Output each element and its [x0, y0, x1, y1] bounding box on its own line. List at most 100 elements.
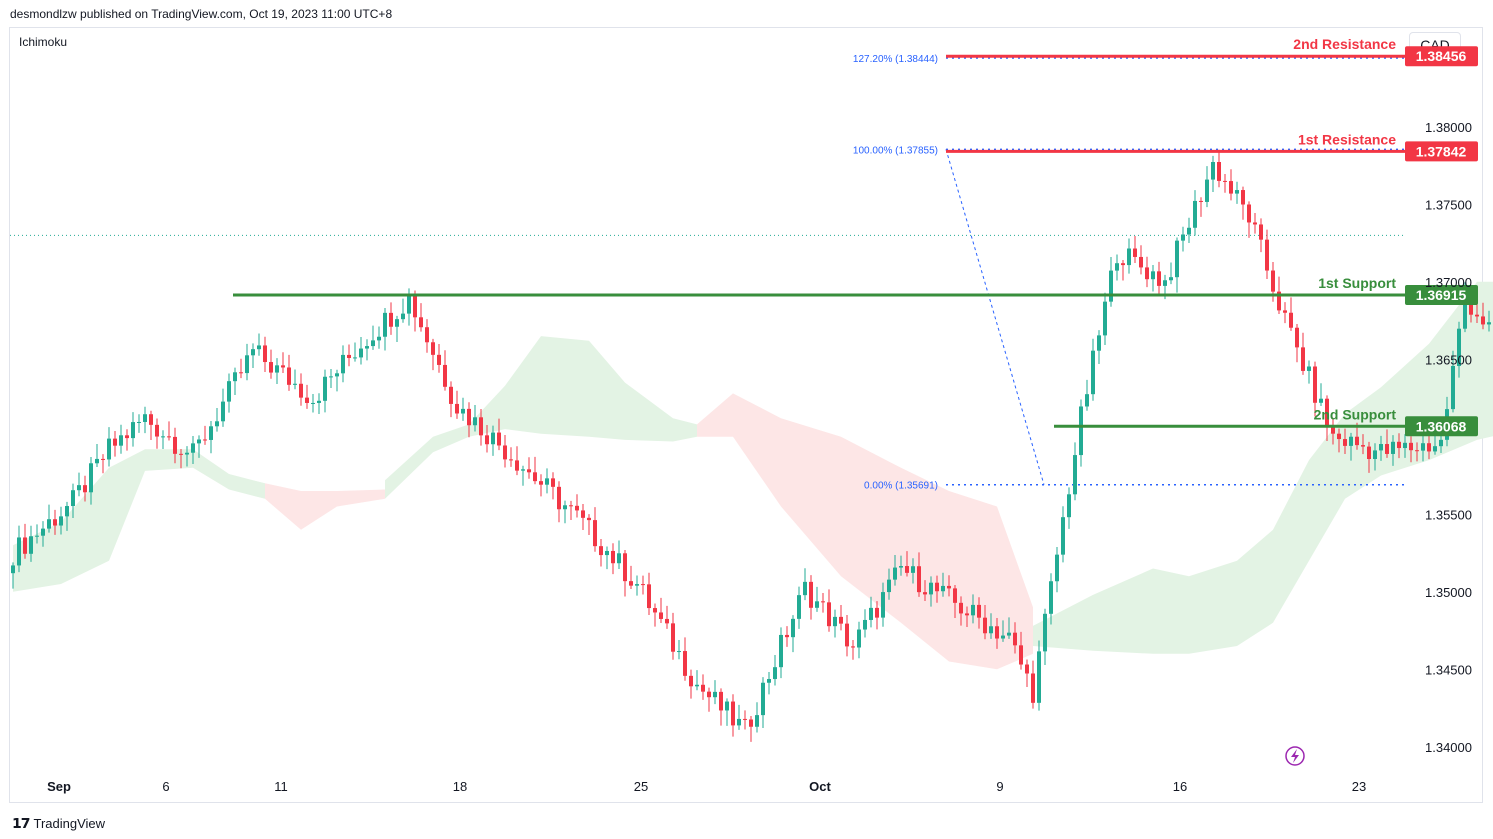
candle-body — [833, 616, 837, 627]
candle-body — [1109, 270, 1113, 302]
candle-body — [347, 354, 351, 359]
candle-body — [65, 506, 69, 517]
fibonacci-retracement: 127.20% (1.38444) 100.00% (1.37855) 0.00% … — [853, 54, 1405, 492]
candle-body — [767, 679, 771, 683]
candle-body — [815, 601, 819, 608]
candle-body — [317, 400, 321, 403]
candle-body — [443, 364, 447, 387]
candle-body — [125, 435, 129, 439]
candle-body — [761, 682, 765, 716]
candle-body — [1139, 256, 1143, 268]
candle-body — [185, 452, 189, 455]
candle-body — [1331, 425, 1335, 434]
candle-body — [1019, 645, 1023, 665]
candle-body — [941, 585, 945, 592]
candle-body — [869, 607, 873, 620]
level-name: 1st Resistance — [1298, 131, 1396, 147]
candle-body — [101, 458, 105, 460]
candle-body — [53, 519, 57, 526]
candle-body — [887, 579, 891, 593]
candle-body — [371, 340, 375, 347]
candle-body — [341, 354, 345, 374]
candle-body — [29, 536, 33, 554]
candle-body — [1127, 248, 1131, 266]
level-name: 1st Support — [1318, 275, 1396, 291]
candle-body — [1385, 444, 1389, 454]
candle-body — [905, 566, 909, 573]
candle-body — [641, 584, 645, 586]
candle-body — [71, 490, 75, 507]
candle-body — [983, 617, 987, 634]
candle-body — [131, 422, 135, 439]
candle-body — [899, 566, 903, 568]
candle-body — [1163, 280, 1167, 286]
candle-body — [785, 634, 789, 638]
candle-body — [1223, 180, 1227, 182]
y-tick-label: 1.36500 — [1425, 352, 1472, 367]
candle-body — [1151, 271, 1155, 280]
candle-body — [215, 421, 219, 427]
price-tag-label: 1.36915 — [1416, 287, 1467, 303]
candle-body — [917, 566, 921, 593]
candle-body — [629, 581, 633, 586]
lightning-icon[interactable] — [1285, 746, 1305, 766]
indicator-legend[interactable]: Ichimoku — [19, 35, 68, 49]
candle-body — [485, 435, 489, 445]
candle-body — [587, 517, 591, 521]
price-tag-label: 1.36068 — [1416, 418, 1467, 434]
candle-body — [1175, 240, 1179, 278]
candle-body — [1253, 222, 1257, 225]
candle-body — [1193, 200, 1197, 228]
candle-body — [245, 355, 249, 374]
candle-body — [725, 701, 729, 711]
candle-body — [149, 414, 153, 425]
candle-body — [881, 592, 885, 618]
candle-body — [1325, 398, 1329, 426]
fib-trend-line — [945, 149, 1045, 485]
candle-body — [113, 438, 117, 446]
candle-body — [437, 354, 441, 365]
candle-body — [1115, 263, 1119, 271]
watermark-text: TradingView — [33, 816, 106, 831]
candle-body — [377, 336, 381, 341]
candle-body — [701, 684, 705, 692]
candle-body — [383, 312, 387, 337]
x-tick-label: Oct — [809, 779, 831, 794]
candle-body — [569, 505, 573, 507]
candle-body — [1373, 450, 1377, 460]
candle-body — [1307, 366, 1311, 371]
candle-body — [1073, 455, 1077, 495]
y-tick-label: 1.34500 — [1425, 662, 1472, 677]
tradingview-watermark[interactable]: 𝟭𝟳 TradingView — [12, 815, 105, 832]
x-tick-label: 18 — [453, 779, 467, 794]
candle-body — [965, 613, 969, 616]
candle-body — [851, 646, 855, 648]
candle-body — [1271, 270, 1275, 292]
candle-body — [359, 348, 363, 358]
candle-body — [83, 485, 87, 493]
candle-body — [1247, 204, 1251, 223]
x-tick-label: 25 — [634, 779, 648, 794]
candle-body — [1013, 632, 1017, 646]
candle-body — [827, 602, 831, 627]
candle-body — [1277, 291, 1281, 311]
candle-body — [1295, 327, 1299, 348]
fib-level-label: 127.20% (1.38444) — [853, 54, 938, 65]
candle-body — [1421, 443, 1425, 451]
candle-body — [1187, 227, 1191, 235]
cloud-segment — [265, 483, 385, 530]
candle-body — [1205, 179, 1209, 202]
cloud-segment — [385, 336, 697, 499]
candle-body — [635, 584, 639, 586]
candle-body — [689, 675, 693, 687]
price-tag — [1405, 46, 1478, 67]
candle-body — [1415, 450, 1419, 452]
candle-body — [275, 365, 279, 373]
candle-body — [413, 294, 417, 318]
candle-body — [1481, 316, 1485, 325]
y-tick-label: 1.37500 — [1425, 197, 1472, 212]
candle-body — [593, 520, 597, 547]
fib-level-label: 100.00% (1.37855) — [853, 145, 938, 156]
candle-body — [353, 357, 357, 359]
